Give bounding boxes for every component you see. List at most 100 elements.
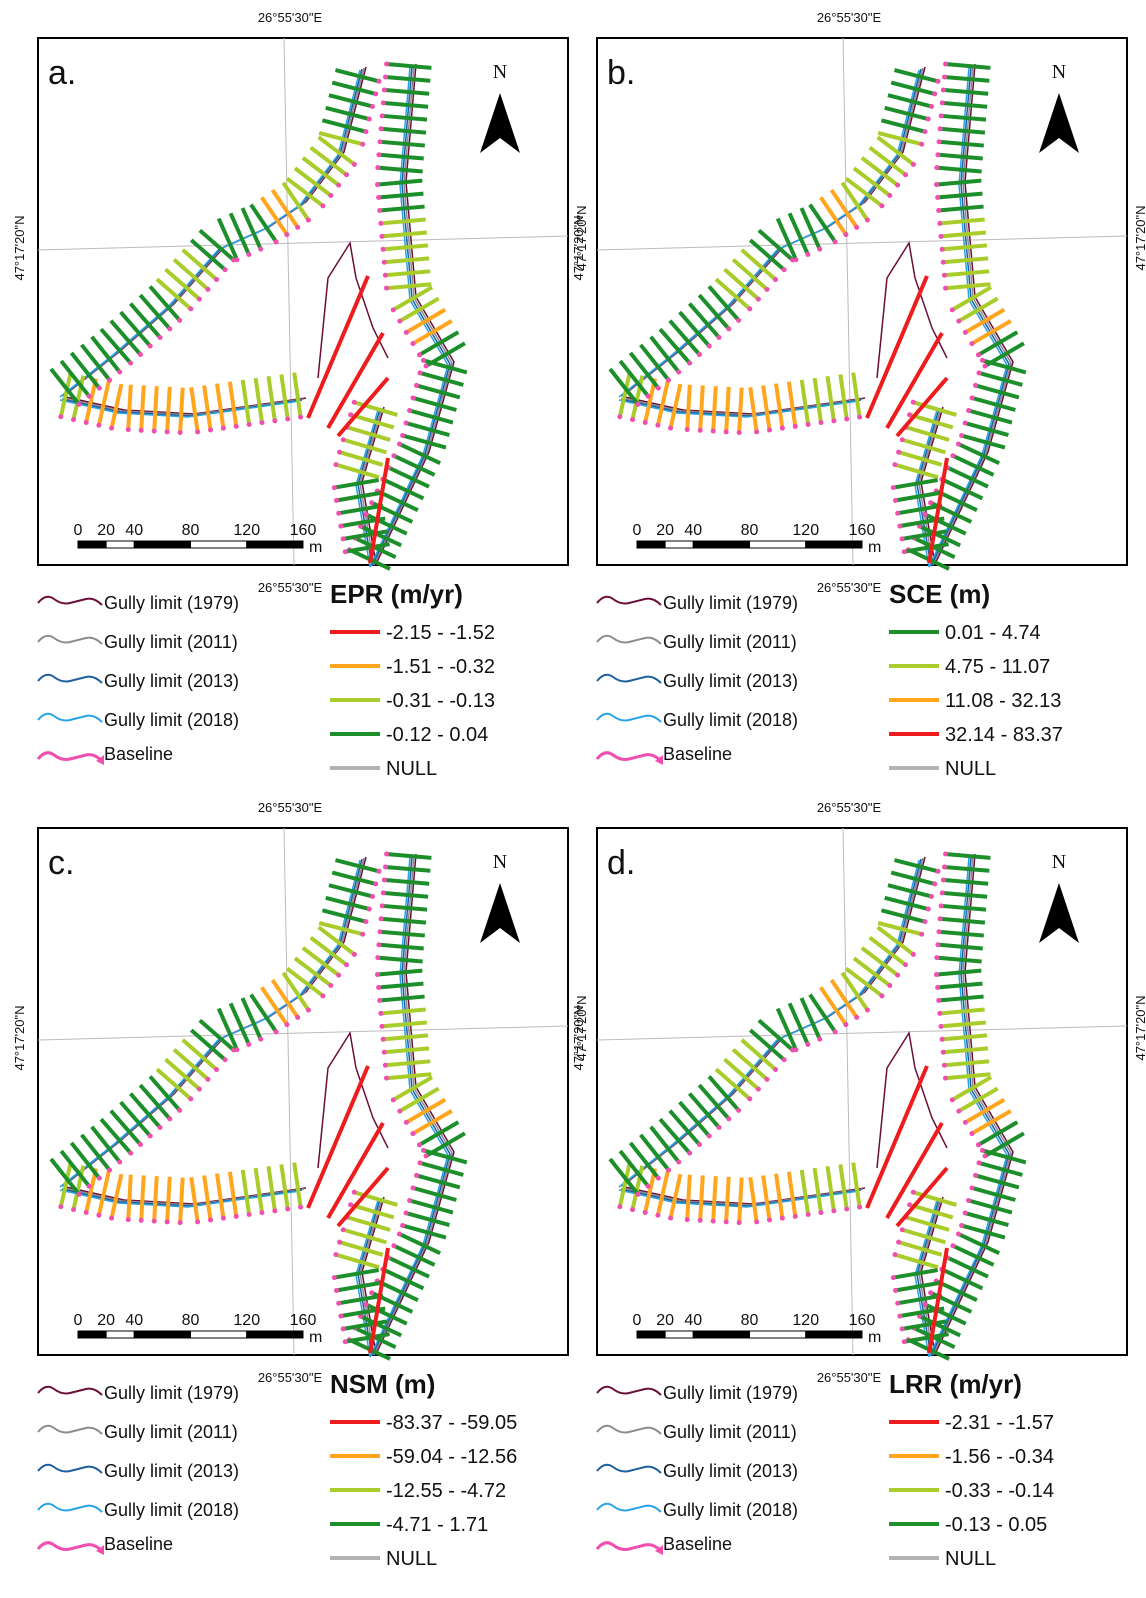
baseline-node [764, 1076, 770, 1082]
baseline-node [383, 1075, 389, 1081]
baseline-node [928, 500, 934, 506]
legend-label: Gully limit (2013) [663, 1461, 798, 1481]
baseline-node [384, 851, 390, 857]
baseline-node [378, 1010, 384, 1016]
baseline-node [917, 1313, 923, 1319]
transect [301, 946, 340, 977]
scale-label: 120 [792, 522, 819, 539]
transect [399, 1086, 440, 1113]
transect [337, 490, 382, 503]
lat-label: 47°17'20"N [571, 1005, 586, 1070]
transect [909, 1203, 954, 1220]
transect [819, 986, 848, 1025]
transect [354, 400, 398, 417]
baseline-node [938, 903, 944, 909]
baseline-node [901, 549, 907, 555]
baseline-node [903, 962, 909, 968]
legend-swatch [37, 712, 103, 723]
transect [979, 371, 1023, 387]
transect [165, 386, 172, 431]
transect [899, 1240, 943, 1257]
transect [639, 343, 670, 381]
baseline-node [937, 220, 943, 226]
legend-label: -1.51 - -0.32 [386, 656, 495, 678]
transect [69, 1141, 101, 1179]
baseline-node [208, 1217, 214, 1223]
scale-label: 0 [633, 1312, 642, 1329]
scale-segment [77, 540, 107, 549]
north-arrow [480, 93, 520, 153]
transect [59, 359, 91, 397]
baseline-node [377, 929, 383, 935]
baseline-node [696, 1142, 702, 1148]
transect [260, 196, 289, 235]
transect [413, 396, 457, 412]
baseline-node [879, 993, 885, 999]
baseline-node [937, 126, 943, 132]
map-frame [37, 827, 569, 1356]
baseline-node [966, 1197, 972, 1203]
transect [189, 1177, 200, 1222]
transect [938, 981, 983, 990]
transect [698, 1175, 705, 1220]
baseline-node [259, 1210, 265, 1216]
transect [403, 1223, 447, 1240]
transect [740, 248, 777, 281]
baseline-node [348, 1202, 354, 1208]
baseline-node [890, 485, 896, 491]
transect [336, 1166, 390, 1228]
baseline-node [195, 429, 201, 435]
transect [896, 1280, 941, 1293]
baseline-node [177, 430, 183, 436]
baseline-node [922, 129, 928, 135]
baseline-node [138, 1217, 144, 1223]
transect [748, 238, 785, 271]
baseline-node [331, 485, 337, 491]
transect [840, 181, 869, 221]
baseline-node [403, 329, 409, 335]
transect [893, 68, 938, 83]
baseline-node [793, 1047, 799, 1053]
map-panel: c. N26°55'30"E26°55'30"E47°17'20"N 47°17'2… [12, 800, 589, 1570]
baseline-node [295, 224, 301, 230]
baseline-node [414, 1172, 420, 1178]
transect [851, 372, 862, 417]
transect [80, 343, 111, 381]
scale-unit: m [868, 539, 881, 556]
scale-segment [692, 540, 750, 549]
transect [707, 285, 740, 321]
gully-limit [317, 240, 389, 379]
transect [216, 217, 239, 260]
baseline-node [817, 1036, 823, 1042]
transect [838, 374, 849, 419]
transect [952, 454, 995, 477]
transect [731, 1048, 768, 1081]
baseline-node [668, 1215, 674, 1221]
legend-label: -0.12 - 0.04 [386, 724, 488, 746]
baseline-node [723, 1219, 729, 1225]
baseline-node [414, 382, 420, 388]
scale-unit: m [309, 1329, 322, 1346]
transect [412, 319, 453, 345]
transect [366, 513, 408, 536]
baseline-node [273, 239, 279, 245]
baseline-node [779, 425, 785, 431]
baseline-node [246, 251, 252, 257]
gully-limit [876, 240, 948, 379]
transect [945, 1059, 990, 1068]
baseline-node [942, 285, 948, 291]
transect [382, 477, 425, 501]
baseline-node [938, 113, 944, 119]
transect [385, 88, 430, 96]
baseline-node [793, 257, 799, 263]
baseline-node [376, 985, 382, 991]
transect [328, 883, 373, 899]
transect [943, 100, 988, 109]
baseline-node [940, 87, 946, 93]
baseline-node [382, 1062, 388, 1068]
legend-swatch [655, 755, 663, 765]
transect [913, 400, 957, 417]
transect [109, 1109, 142, 1146]
baseline-node [973, 382, 979, 388]
transect [942, 113, 987, 122]
